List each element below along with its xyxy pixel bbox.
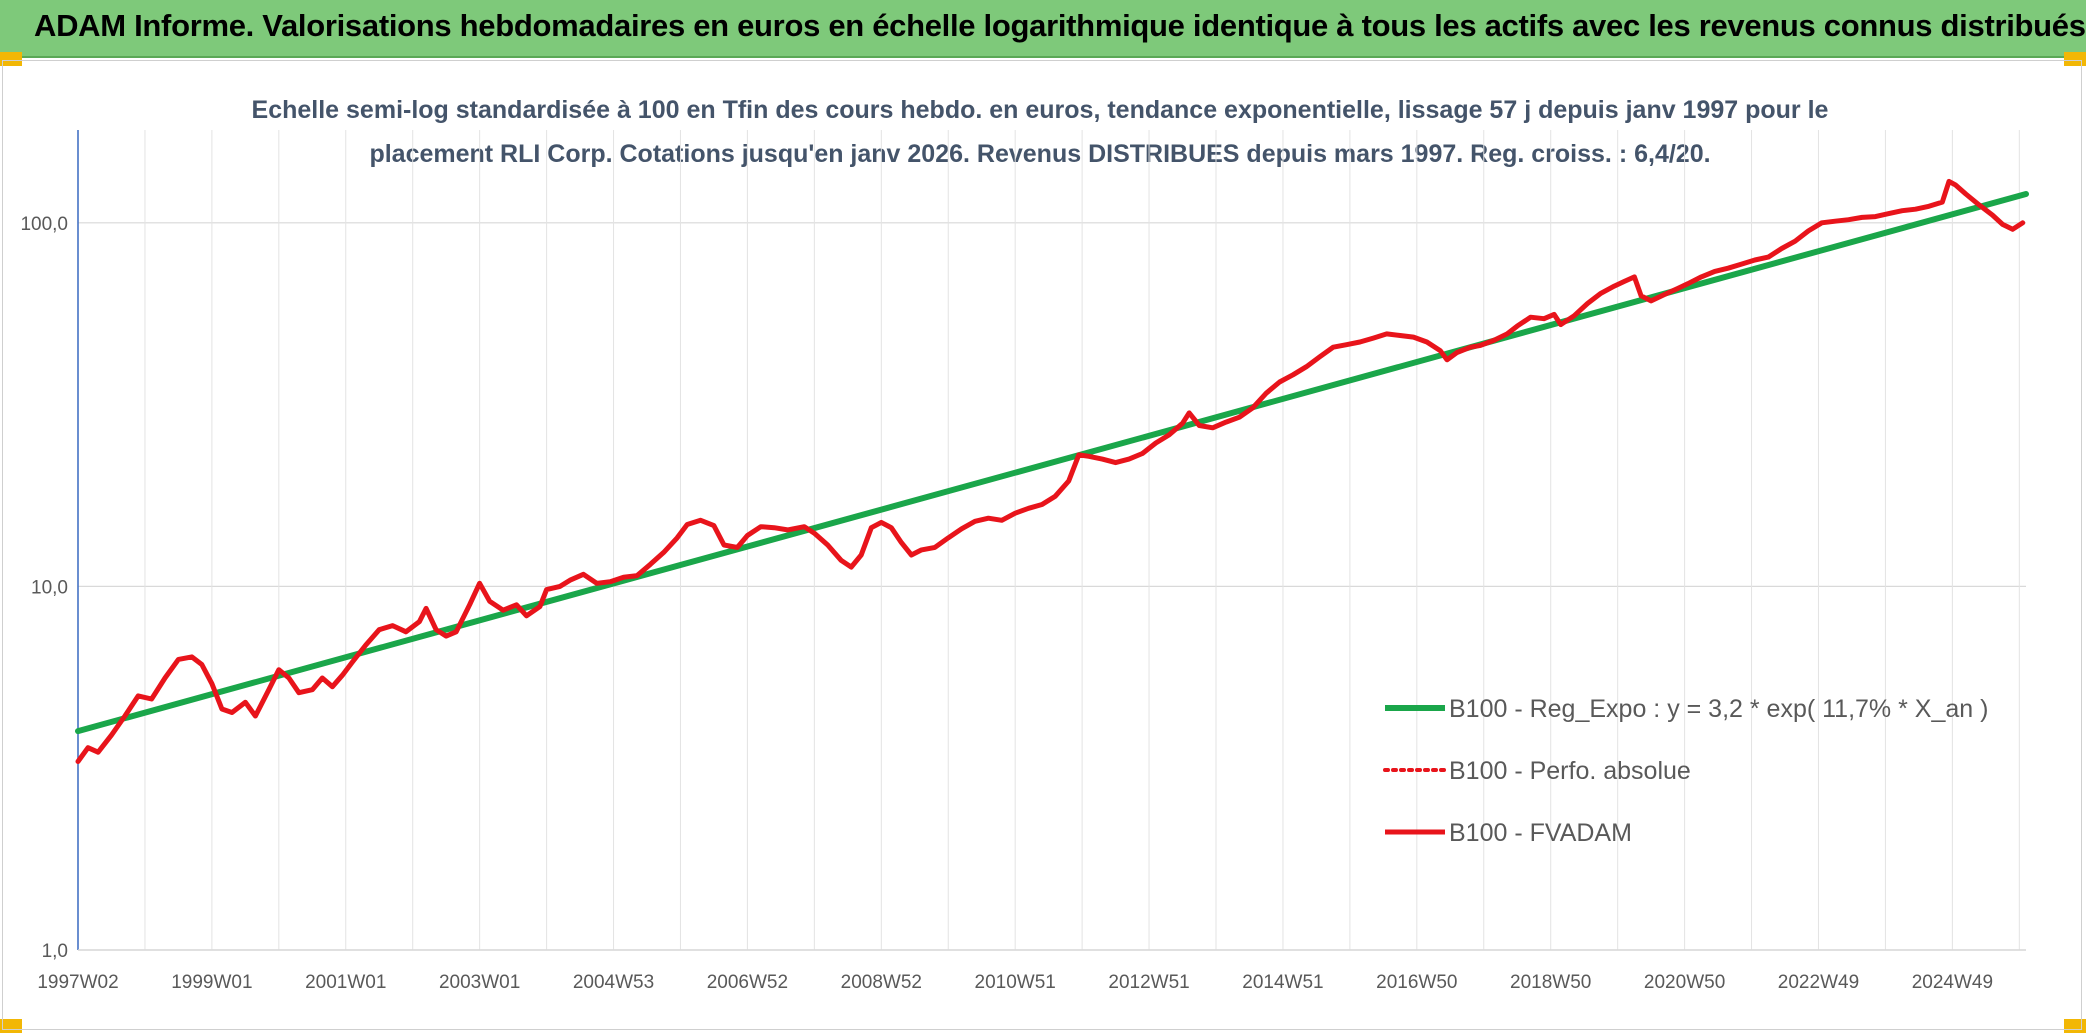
chart-subtitle-line-1: Echelle semi-log standardisée à 100 en T… [251, 96, 1829, 124]
corner-marker-bottom-right [2064, 52, 2086, 66]
x-tick-labels: 1997W02 1999W01 2001W01 2003W01 2004W53 2006W… [37, 972, 1993, 993]
x-tick-label: 2024W49 [1912, 972, 1993, 993]
x-tick-label: 2003W01 [439, 972, 520, 993]
x-tick-label: 2020W50 [1644, 972, 1725, 993]
legend: B100 - Reg_Expo : y = 3,2 * exp( 11,7% *… [1383, 695, 1988, 847]
y-tick-label: 10,0 [31, 577, 68, 598]
header-banner: ADAM Informe. Valorisations hebdomadaire… [0, 0, 2086, 58]
y-tick-labels: 1,0 10,0 100,0 [20, 214, 68, 962]
chart-frame [2, 60, 2082, 1030]
y-tick-label: 100,0 [20, 214, 68, 235]
grid-lines [78, 130, 2026, 951]
x-tick-label: 2008W52 [841, 972, 922, 993]
chart-subtitle-line-2: placement RLI Corp. Cotations jusqu'en j… [369, 140, 1711, 168]
x-tick-label: 1999W01 [171, 972, 252, 993]
x-tick-label: 2014W51 [1242, 972, 1323, 993]
report-title: ADAM Informe. Valorisations hebdomadaire… [34, 8, 2086, 43]
x-tick-label: 2022W49 [1778, 972, 1859, 993]
y-tick-label: 1,0 [42, 941, 68, 962]
chart-subtitle: Echelle semi-log standardisée à 100 en T… [200, 88, 1880, 176]
axes [77, 130, 2026, 951]
x-tick-label: 2018W50 [1510, 972, 1591, 993]
legend-label: B100 - Reg_Expo : y = 3,2 * exp( 11,7% *… [1449, 695, 1988, 723]
legend-label: B100 - Perfo. absolue [1449, 757, 1691, 785]
plot-area [75, 178, 2029, 764]
x-tick-label: 2010W51 [975, 972, 1056, 993]
x-tick-label: 2001W01 [305, 972, 386, 993]
trend-line [75, 191, 2029, 735]
x-tick-label: 2006W52 [707, 972, 788, 993]
x-tick-label: 2016W50 [1376, 972, 1457, 993]
series-line-fvadam [75, 178, 2026, 764]
x-tick-label: 2012W51 [1108, 972, 1189, 993]
legend-label: B100 - FVADAM [1449, 819, 1632, 847]
x-tick-label: 1997W02 [37, 972, 118, 993]
x-tick-label: 2004W53 [573, 972, 654, 993]
corner-marker-bottom-left [0, 52, 22, 66]
